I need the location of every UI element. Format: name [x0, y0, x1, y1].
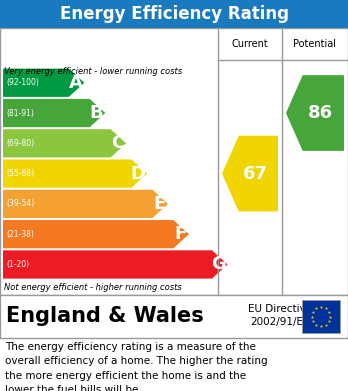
Text: B: B: [90, 104, 103, 122]
Text: Potential: Potential: [293, 39, 337, 49]
Text: The energy efficiency rating is a measure of the
overall efficiency of a home. T: The energy efficiency rating is a measur…: [5, 342, 268, 391]
Polygon shape: [3, 220, 189, 248]
Polygon shape: [286, 75, 344, 151]
Text: (39-54): (39-54): [6, 199, 34, 208]
Text: (81-91): (81-91): [6, 109, 34, 118]
Polygon shape: [3, 190, 168, 218]
Text: A: A: [69, 74, 82, 92]
Polygon shape: [3, 250, 228, 279]
Bar: [302, 300, 340, 333]
Bar: [0, 295, 348, 338]
Text: (55-68): (55-68): [6, 169, 34, 178]
Text: E: E: [154, 195, 166, 213]
Text: England & Wales: England & Wales: [6, 307, 204, 326]
Text: (92-100): (92-100): [6, 78, 39, 87]
Text: Very energy efficient - lower running costs: Very energy efficient - lower running co…: [4, 67, 182, 76]
Bar: [0, 28, 348, 295]
Text: 67: 67: [243, 165, 268, 183]
Polygon shape: [3, 99, 105, 127]
Text: (1-20): (1-20): [6, 260, 29, 269]
Text: Current: Current: [232, 39, 268, 49]
Text: F: F: [175, 225, 187, 243]
Polygon shape: [3, 129, 126, 158]
Text: G: G: [211, 255, 226, 273]
Text: (69-80): (69-80): [6, 139, 34, 148]
Text: Not energy efficient - higher running costs: Not energy efficient - higher running co…: [4, 283, 182, 292]
Polygon shape: [3, 68, 85, 97]
Text: D: D: [130, 165, 145, 183]
Text: Energy Efficiency Rating: Energy Efficiency Rating: [60, 5, 288, 23]
Text: EU Directive
2002/91/EC: EU Directive 2002/91/EC: [248, 303, 312, 328]
Polygon shape: [3, 160, 147, 188]
Polygon shape: [222, 136, 278, 212]
Bar: [0, 0, 348, 28]
Text: C: C: [111, 135, 124, 152]
Text: 86: 86: [307, 104, 333, 122]
Text: (21-38): (21-38): [6, 230, 34, 239]
